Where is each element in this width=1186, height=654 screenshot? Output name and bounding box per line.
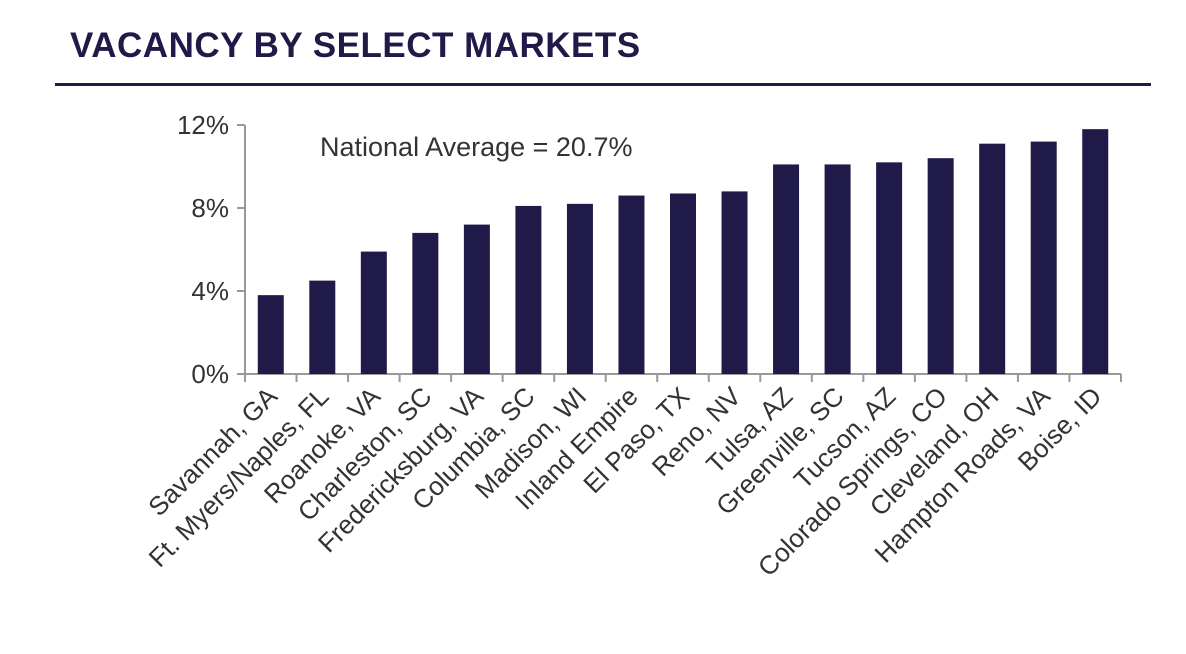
y-axis: 0% 4% 8% 12% bbox=[177, 110, 246, 389]
y-tick-label: 8% bbox=[191, 193, 229, 223]
bar bbox=[979, 143, 1006, 374]
bar bbox=[773, 164, 800, 374]
y-tick-label: 4% bbox=[191, 276, 229, 306]
bar bbox=[463, 224, 490, 374]
bar bbox=[257, 295, 284, 374]
bar bbox=[876, 162, 903, 374]
national-average-annotation: National Average = 20.7% bbox=[320, 132, 632, 162]
bar bbox=[309, 280, 336, 374]
bar bbox=[670, 193, 696, 374]
bar bbox=[1030, 141, 1057, 374]
title-divider bbox=[55, 83, 1151, 86]
bar bbox=[566, 203, 593, 374]
y-tick-label: 0% bbox=[191, 359, 229, 389]
bar bbox=[515, 205, 542, 374]
bar bbox=[824, 164, 851, 374]
bar bbox=[927, 158, 954, 374]
x-axis bbox=[244, 373, 1122, 382]
bar bbox=[412, 232, 439, 374]
y-tick-label: 12% bbox=[177, 110, 229, 140]
bar-series bbox=[257, 129, 1109, 374]
bar bbox=[721, 191, 748, 374]
bar bbox=[618, 195, 645, 374]
bar bbox=[1082, 129, 1109, 374]
chart-title: VACANCY BY SELECT MARKETS bbox=[70, 26, 641, 65]
bar bbox=[360, 251, 387, 374]
